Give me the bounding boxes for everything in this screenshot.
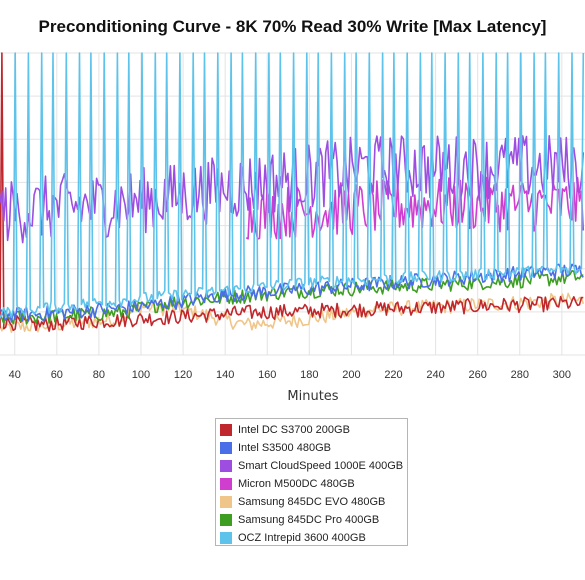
legend: Intel DC S3700 200GB Intel S3500 480GB Sma… (215, 418, 408, 546)
legend-swatch (220, 478, 232, 490)
series-line (0, 263, 584, 323)
x-tick-label: 200 (342, 369, 360, 381)
legend-swatch (220, 532, 232, 544)
x-tick-label: 280 (511, 369, 529, 381)
legend-label: OCZ Intrepid 3600 400GB (238, 532, 366, 544)
legend-item: Intel S3500 480GB (220, 439, 407, 457)
legend-label: Samsung 845DC EVO 480GB (238, 496, 386, 508)
legend-swatch (220, 514, 232, 526)
legend-swatch (220, 496, 232, 508)
legend-item: Intel DC S3700 200GB (220, 421, 407, 439)
chart-title: Preconditioning Curve - 8K 70% Read 30% … (38, 17, 547, 36)
legend-label: Intel DC S3700 200GB (238, 424, 350, 436)
x-tick-label: 40 (9, 369, 21, 381)
legend-item: OCZ Intrepid 3600 400GB (220, 529, 407, 547)
x-tick-label: 80 (93, 369, 105, 381)
legend-swatch (220, 442, 232, 454)
x-tick-label: 260 (469, 369, 487, 381)
series-line (0, 52, 585, 319)
series-lines (0, 52, 585, 333)
x-tick-label: 240 (426, 369, 444, 381)
x-tick-label: 180 (300, 369, 318, 381)
series-line (0, 52, 584, 332)
legend-item: Samsung 845DC EVO 480GB (220, 493, 407, 511)
legend-swatch (220, 460, 232, 472)
legend-item: Micron M500DC 480GB (220, 475, 407, 493)
legend-item: Samsung 845DC Pro 400GB (220, 511, 407, 529)
x-axis-title: Minutes (287, 389, 338, 404)
legend-label: Samsung 845DC Pro 400GB (238, 514, 380, 526)
x-tick-label: 160 (258, 369, 276, 381)
x-tick-label: 120 (174, 369, 192, 381)
series-line (0, 135, 585, 244)
x-tick-label: 220 (384, 369, 402, 381)
legend-label: Smart CloudSpeed 1000E 400GB (238, 460, 404, 472)
legend-item: Smart CloudSpeed 1000E 400GB (220, 457, 407, 475)
x-tick-labels: 40 60 80 100 120 140 160 180 200 220 240 260 280 300 (9, 369, 571, 381)
x-tick-label: 100 (132, 369, 150, 381)
x-tick-label: 300 (553, 369, 571, 381)
series-line (245, 176, 585, 240)
legend-swatch (220, 424, 232, 436)
x-tick-label: 60 (51, 369, 63, 381)
legend-label: Micron M500DC 480GB (238, 478, 355, 490)
x-tick-label: 140 (216, 369, 234, 381)
series-line (0, 270, 584, 325)
legend-label: Intel S3500 480GB (238, 442, 331, 454)
